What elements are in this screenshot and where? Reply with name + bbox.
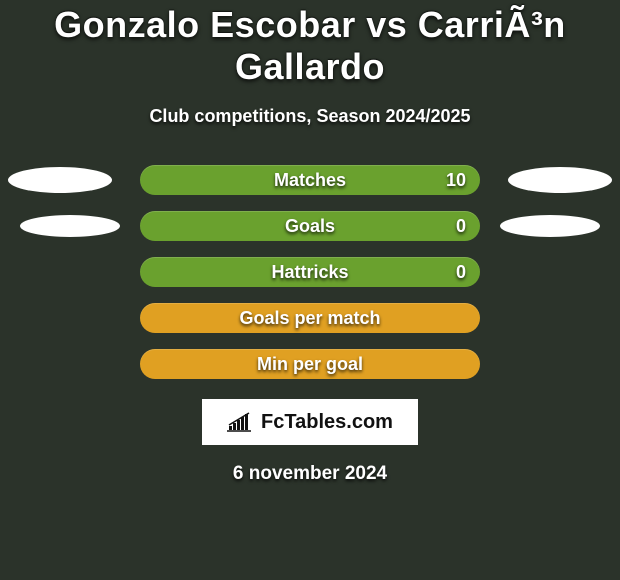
stat-row: Matches 10 (0, 165, 620, 195)
stat-value: 0 (456, 216, 466, 237)
stat-bar-matches: Matches 10 (140, 165, 480, 195)
stat-value: 0 (456, 262, 466, 283)
stat-row: Hattricks 0 (0, 257, 620, 287)
right-ellipse (508, 167, 612, 193)
stat-row: Min per goal (0, 349, 620, 379)
stat-row: Goals per match (0, 303, 620, 333)
page-title: Gonzalo Escobar vs CarriÃ³n Gallardo (0, 0, 620, 88)
left-ellipse (8, 167, 112, 193)
attribution-text: FcTables.com (261, 411, 393, 434)
page-subtitle: Club competitions, Season 2024/2025 (0, 106, 620, 127)
stat-bar-hattricks: Hattricks 0 (140, 257, 480, 287)
left-ellipse (20, 215, 120, 237)
date-text: 6 november 2024 (0, 463, 620, 485)
stat-label: Hattricks (271, 262, 348, 283)
content-root: Gonzalo Escobar vs CarriÃ³n Gallardo Clu… (0, 0, 620, 485)
stat-bar-goals: Goals 0 (140, 211, 480, 241)
stat-row: Goals 0 (0, 211, 620, 241)
attribution-box: FcTables.com (202, 399, 418, 445)
right-ellipse (500, 215, 600, 237)
stat-rows: Matches 10 Goals 0 Hattricks 0 Goals per… (0, 165, 620, 379)
stat-bar-min-per-goal: Min per goal (140, 349, 480, 379)
stat-label: Goals per match (239, 308, 380, 329)
bar-chart-icon (227, 410, 255, 434)
stat-bar-goals-per-match: Goals per match (140, 303, 480, 333)
stat-label: Goals (285, 216, 335, 237)
stat-label: Matches (274, 170, 346, 191)
stat-value: 10 (446, 170, 466, 191)
stat-label: Min per goal (257, 354, 363, 375)
